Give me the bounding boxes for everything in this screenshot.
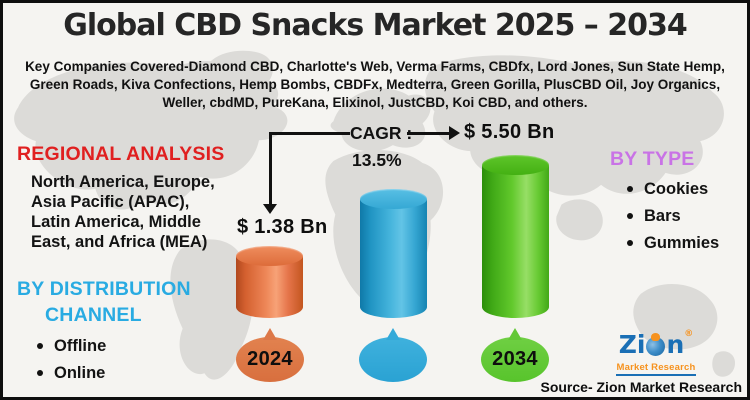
- by-type-heading: BY TYPE: [610, 148, 695, 170]
- arrow-right-icon: [449, 126, 460, 140]
- cylinder-top: [360, 189, 427, 209]
- distribution-channel-heading-line1: BY DISTRIBUTION: [17, 278, 191, 300]
- list-item-cookies: Cookies: [627, 179, 719, 199]
- regional-line-2: Asia Pacific (APAC),: [31, 193, 190, 211]
- globe-icon: [646, 333, 666, 356]
- year-badge-label: 2024: [247, 348, 293, 370]
- cagr-value: 13.5%: [352, 150, 402, 170]
- cagr-connector-horizontal-right: [407, 132, 449, 135]
- value-label-2024: $ 1.38 Bn: [237, 216, 328, 238]
- regional-analysis-body: North America, Europe, Asia Pacific (APA…: [31, 172, 215, 252]
- cagr-label: CAGR :: [350, 123, 413, 143]
- regional-line-4: East, and Africa (MEA): [31, 233, 208, 251]
- cylinder-body: [360, 199, 427, 318]
- logo-wordmark: Zi n ®: [616, 329, 696, 359]
- bullet-icon: [37, 343, 43, 349]
- list-item-gummies: Gummies: [627, 233, 719, 253]
- list-item-label: Cookies: [644, 180, 709, 198]
- page-title: Global CBD Snacks Market 2025 – 2034: [63, 8, 688, 43]
- year-badge-label: 2034: [492, 348, 538, 370]
- cylinder-top: [482, 155, 549, 175]
- world-map-background: [14, 50, 736, 380]
- distribution-channel-heading-line2: CHANNEL: [45, 304, 142, 326]
- cylinder-body: [482, 165, 549, 318]
- year-badge-2024: 2024: [236, 337, 304, 382]
- cagr-connector-horizontal-left: [269, 132, 350, 135]
- regional-analysis-heading: REGIONAL ANALYSIS: [17, 143, 225, 165]
- source-attribution: Source- Zion Market Research: [540, 379, 742, 395]
- by-type-list: Cookies Bars Gummies: [627, 179, 719, 260]
- distribution-channel-list: Offline Online: [37, 336, 106, 390]
- list-item-label: Online: [54, 364, 106, 382]
- bullet-icon: [627, 213, 633, 219]
- cylinder-top: [236, 246, 303, 266]
- list-item-label: Gummies: [644, 234, 720, 252]
- year-badge-2034: 2034: [481, 337, 549, 382]
- regional-line-3: Latin America, Middle: [31, 213, 201, 231]
- cagr-connector-vertical-left: [269, 132, 272, 205]
- bar-2034-cylinder: [482, 155, 549, 318]
- value-label-2034: $ 5.50 Bn: [464, 121, 555, 143]
- logo-text-part1: Zi: [618, 330, 646, 359]
- bullet-icon: [37, 370, 43, 376]
- bar-2024-cylinder: [236, 246, 303, 318]
- bullet-icon: [627, 240, 633, 246]
- bar-mid-cylinder: [360, 189, 427, 318]
- key-companies-text: Key Companies Covered-Diamond CBD, Charl…: [25, 59, 725, 110]
- registered-trademark-icon: ®: [684, 329, 694, 339]
- list-item-label: Offline: [54, 337, 107, 355]
- list-item-bars: Bars: [627, 206, 719, 226]
- list-item-label: Bars: [644, 207, 681, 225]
- cylinder-body: [236, 256, 303, 318]
- bullet-icon: [627, 186, 633, 192]
- list-item-offline: Offline: [37, 336, 106, 356]
- zion-market-research-logo: Zi n ® Market Research: [616, 329, 696, 376]
- year-badge-middle: [359, 337, 427, 382]
- regional-line-1: North America, Europe,: [31, 173, 215, 191]
- list-item-online: Online: [37, 363, 106, 383]
- logo-subtitle: Market Research: [616, 362, 696, 376]
- arrow-down-icon: [263, 204, 277, 214]
- logo-text-part2: n: [666, 330, 685, 359]
